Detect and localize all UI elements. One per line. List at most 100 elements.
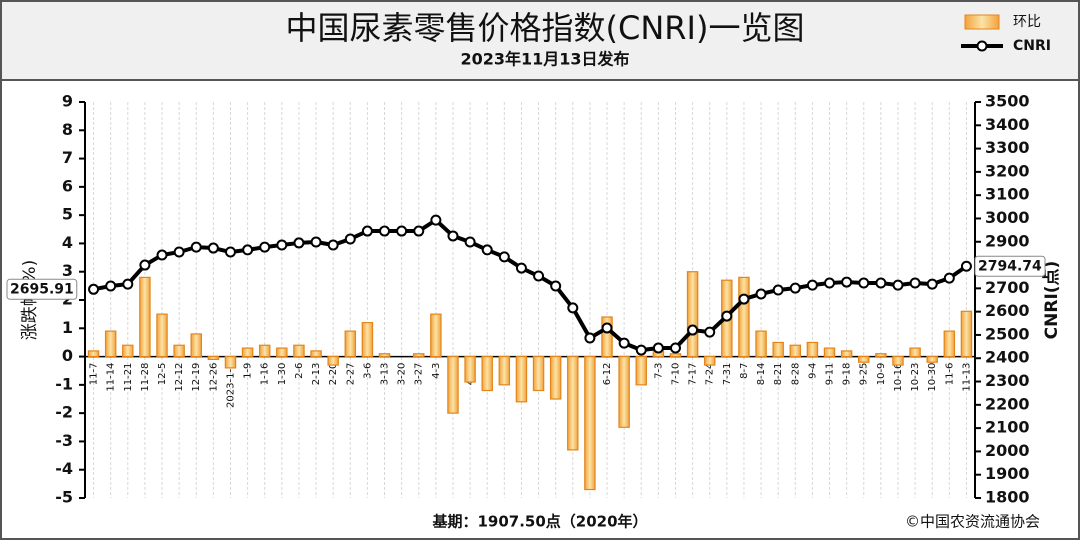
marker: [224, 246, 236, 258]
marker: [242, 244, 254, 256]
marker: [105, 280, 117, 292]
marker: [550, 280, 562, 292]
bar: [635, 355, 647, 386]
marker: [498, 251, 510, 263]
marker: [173, 246, 185, 258]
value-label: 2794.74: [978, 258, 1042, 274]
marker: [344, 233, 356, 245]
x-tick-label: 2-6: [294, 363, 305, 379]
y-tick-label: -4: [55, 459, 73, 478]
marker: [687, 324, 699, 336]
bar: [669, 353, 682, 358]
y2-tick-label: 3300: [985, 138, 1030, 157]
marker: [379, 225, 391, 237]
bar: [258, 344, 271, 358]
marker: [635, 344, 647, 356]
value-label: 2695.91: [10, 281, 74, 297]
y2-tick-label: 3100: [985, 185, 1030, 204]
y-tick-label: 9: [62, 92, 73, 111]
bar: [207, 355, 220, 361]
bar: [601, 316, 613, 358]
marker: [652, 342, 664, 354]
bar: [224, 355, 237, 369]
bar: [943, 330, 956, 358]
marker: [618, 337, 630, 349]
x-tick-label: 1-16: [260, 363, 271, 386]
x-tick-label: 9-25: [859, 363, 870, 386]
y2-tick-label: 2400: [985, 348, 1030, 367]
bar: [378, 353, 391, 358]
x-tick-label: 3-20: [397, 363, 408, 386]
bar: [875, 353, 887, 358]
marker: [88, 283, 100, 295]
bar: [122, 344, 134, 358]
x-tick-label: 9-18: [842, 363, 853, 386]
source: ©中国农资流通协会: [905, 513, 1040, 531]
label-box: [6, 278, 78, 300]
x-tick-label: 6-12: [602, 363, 613, 386]
marker: [413, 225, 425, 237]
bar: [241, 347, 254, 358]
bar: [87, 350, 100, 358]
y-tick-label: 5: [62, 205, 73, 224]
x-tick-label: 10-9: [876, 363, 887, 386]
y-tick-label: 1: [62, 318, 73, 337]
x-tick-label: 2023-1-2: [225, 363, 236, 408]
marker: [156, 249, 168, 261]
marker: [960, 260, 972, 272]
x-tick-label: 10-23: [910, 363, 921, 392]
y-axis-title: 涨跌幅(%): [20, 260, 40, 340]
bar: [960, 310, 973, 358]
end-label: 2794.74: [974, 255, 1046, 277]
y-tick-label: -3: [55, 431, 73, 450]
y-tick-label: 4: [62, 233, 73, 252]
marker: [190, 241, 202, 253]
x-tick-label: 1-9: [243, 363, 254, 379]
bar: [703, 355, 716, 366]
x-tick-label: 8-7: [739, 363, 750, 379]
marker: [515, 262, 527, 274]
x-tick-label: 10-16: [893, 363, 904, 392]
bar: [823, 347, 836, 358]
bar: [344, 330, 357, 358]
bar: [190, 333, 202, 358]
marker: [806, 279, 818, 291]
x-tick-label: 11-21: [123, 363, 134, 392]
bar: [293, 344, 305, 358]
marker: [789, 282, 801, 294]
y-tick-label: 0: [62, 346, 73, 365]
marker: [772, 284, 784, 296]
x-tick-label: 2-13: [311, 363, 322, 386]
y-tick-label: 3: [62, 261, 73, 280]
x-tick-label: 1-30: [277, 363, 288, 386]
y-tick-label: 7: [62, 148, 73, 167]
chart-title: 中国尿素零售价格指数(CNRI)一览图: [286, 9, 805, 47]
marker: [841, 276, 853, 288]
bar: [926, 355, 938, 363]
marker: [122, 278, 134, 290]
legend-label: CNRI: [1013, 38, 1051, 54]
bar: [892, 355, 904, 366]
x-tick-label: 3-27: [414, 363, 425, 386]
marker: [310, 236, 322, 248]
marker: [824, 277, 836, 289]
marker: [361, 225, 373, 237]
label-box: [974, 255, 1046, 277]
marker: [259, 241, 271, 253]
bar: [310, 350, 322, 358]
marker: [584, 332, 596, 344]
marker: [447, 230, 459, 242]
bar: [515, 355, 528, 403]
bar: [772, 341, 784, 358]
x-tick-label: 7-24: [705, 363, 716, 386]
marker: [396, 225, 408, 237]
start-label: 2695.91: [6, 278, 78, 300]
marker: [327, 239, 339, 251]
legend-swatch: [964, 14, 1000, 30]
marker: [276, 239, 288, 251]
y2-axis-title: CNRI(点): [1041, 261, 1062, 340]
y2-tick-label: 2100: [985, 418, 1030, 437]
marker: [858, 277, 870, 289]
marker: [755, 288, 767, 300]
bar: [276, 347, 288, 358]
